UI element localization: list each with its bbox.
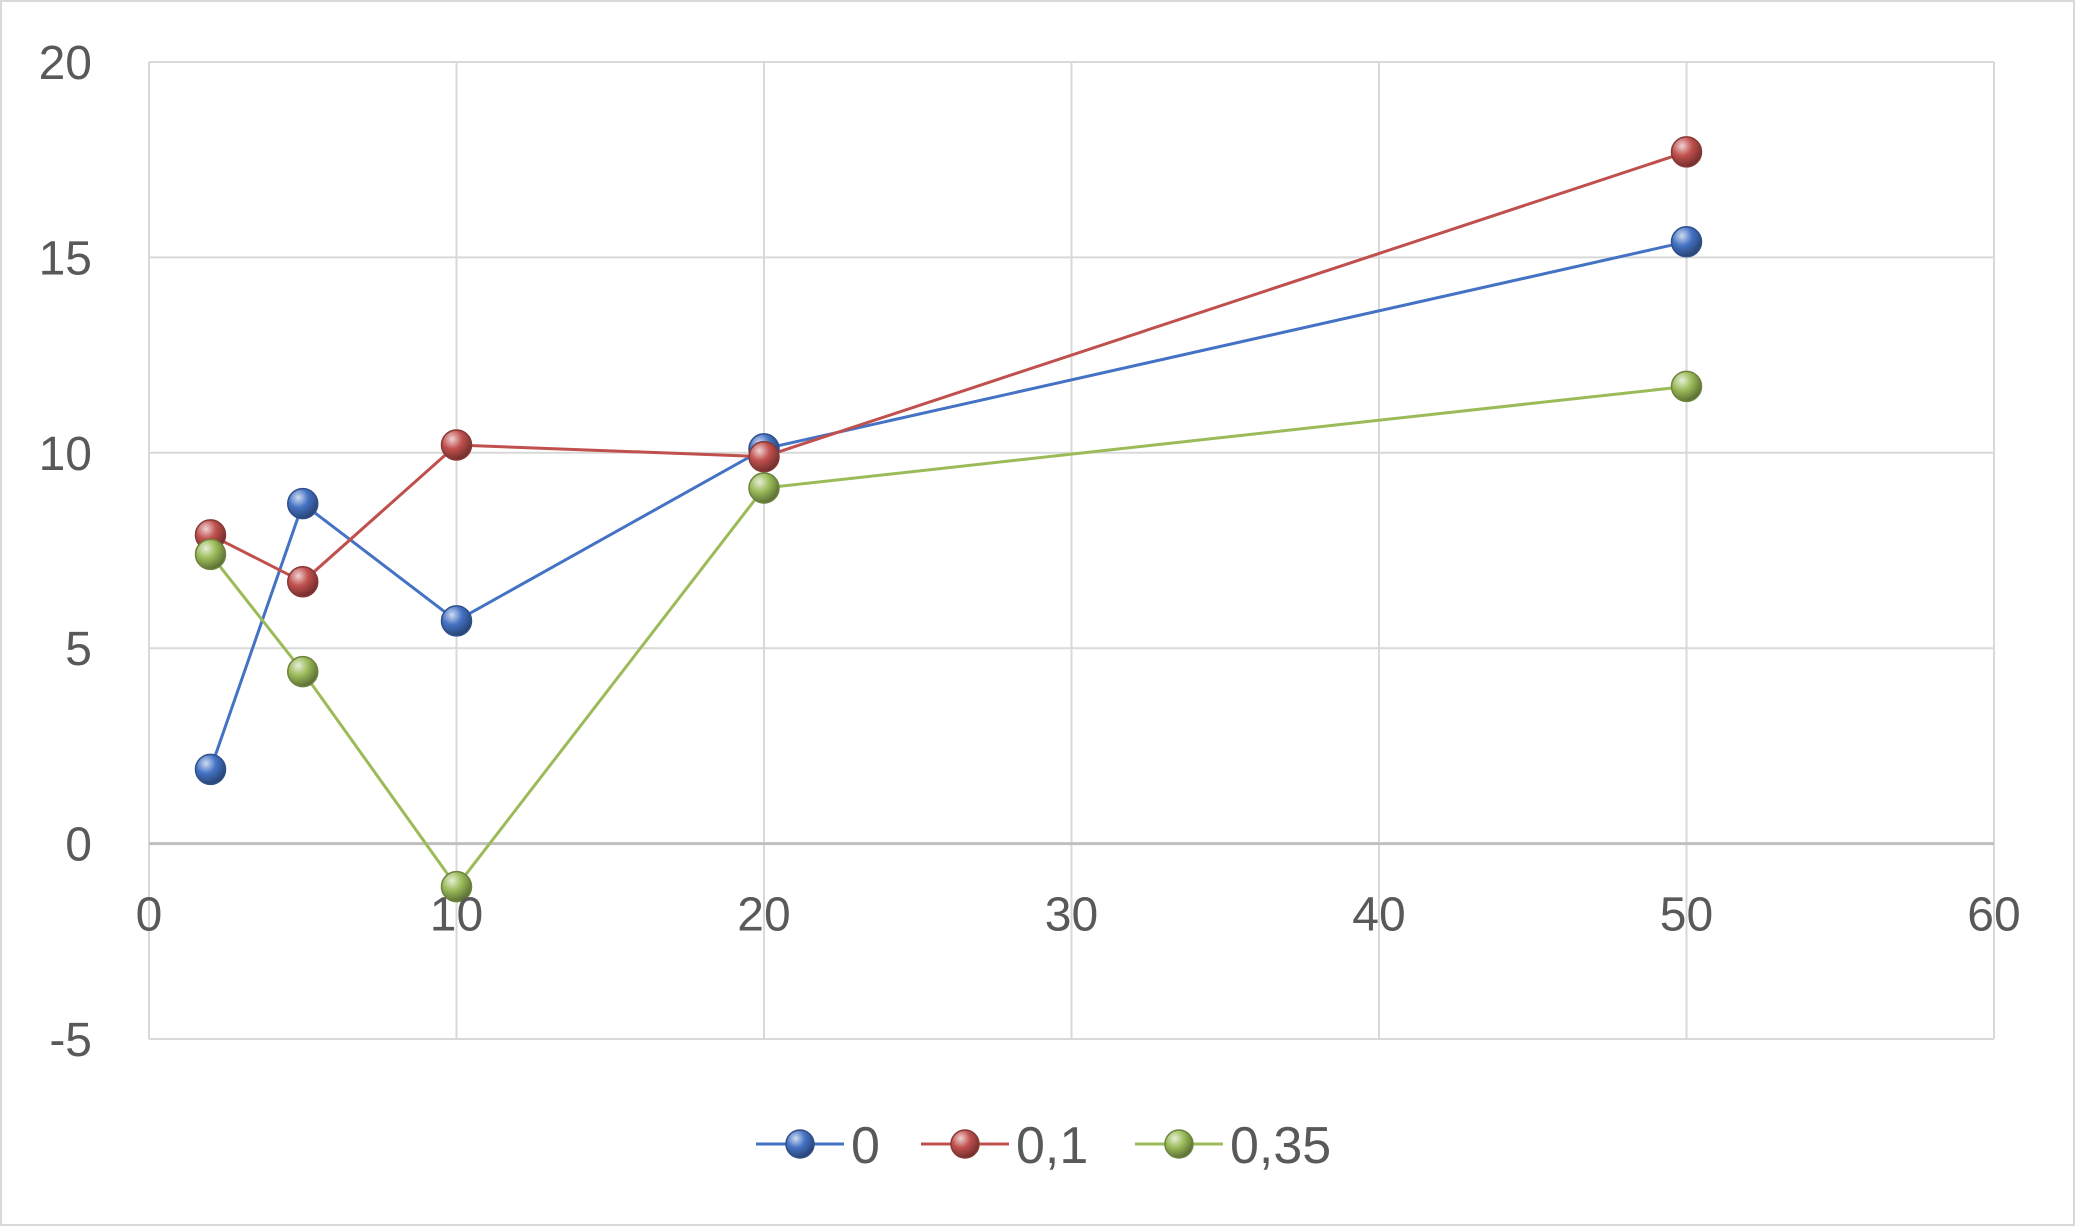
data-point-series-0-4 <box>1670 226 1703 258</box>
x-tick-label: 10 <box>430 889 483 942</box>
x-tick-label: 60 <box>1967 889 2020 942</box>
y-tick-label: 0 <box>65 819 92 872</box>
legend-label-0: 0 <box>851 1117 880 1175</box>
y-tick-label: 5 <box>65 623 92 676</box>
y-tick-label: 10 <box>39 428 92 481</box>
x-tick-label: 30 <box>1045 889 1098 942</box>
data-point-series-2-3 <box>748 472 780 504</box>
legend: 0 0,1 0,35 <box>756 1117 1331 1175</box>
legend-label-1: 0,1 <box>1016 1117 1088 1175</box>
data-point-series-0-0 <box>194 753 227 786</box>
series-lines <box>209 150 1687 890</box>
legend-marker-0 <box>785 1129 815 1159</box>
data-point-series-2-0 <box>194 538 227 571</box>
legend-marker-2 <box>1164 1129 1194 1159</box>
y-tick-label: 20 <box>39 37 92 90</box>
data-point-series-1-3 <box>748 440 780 473</box>
data-point-series-0-1 <box>287 487 319 520</box>
data-point-series-2-1 <box>287 655 319 688</box>
data-point-series-1-2 <box>440 429 473 461</box>
series-points <box>194 136 1703 903</box>
x-tick-label: 40 <box>1352 889 1405 942</box>
legend-marker-1 <box>950 1129 980 1159</box>
series-line-1 <box>209 150 1687 584</box>
y-tick-label: 15 <box>39 232 92 285</box>
data-point-series-0-2 <box>440 605 473 637</box>
data-point-series-1-4 <box>1670 136 1703 168</box>
legend-label-2: 0,35 <box>1230 1117 1331 1175</box>
series-line-0 <box>209 240 1687 770</box>
data-point-series-1-1 <box>287 566 319 598</box>
x-tick-label: 0 <box>136 889 163 942</box>
x-tick-label: 50 <box>1660 889 1713 942</box>
x-tick-label: 20 <box>737 889 790 942</box>
data-point-series-2-4 <box>1670 370 1703 403</box>
series-line-2 <box>209 384 1687 890</box>
tick-labels: -5 0 5 10 15 20 0 10 20 30 40 50 60 <box>39 37 2021 1067</box>
y-tick-label: -5 <box>49 1014 92 1067</box>
data-point-series-2-2 <box>440 870 473 903</box>
